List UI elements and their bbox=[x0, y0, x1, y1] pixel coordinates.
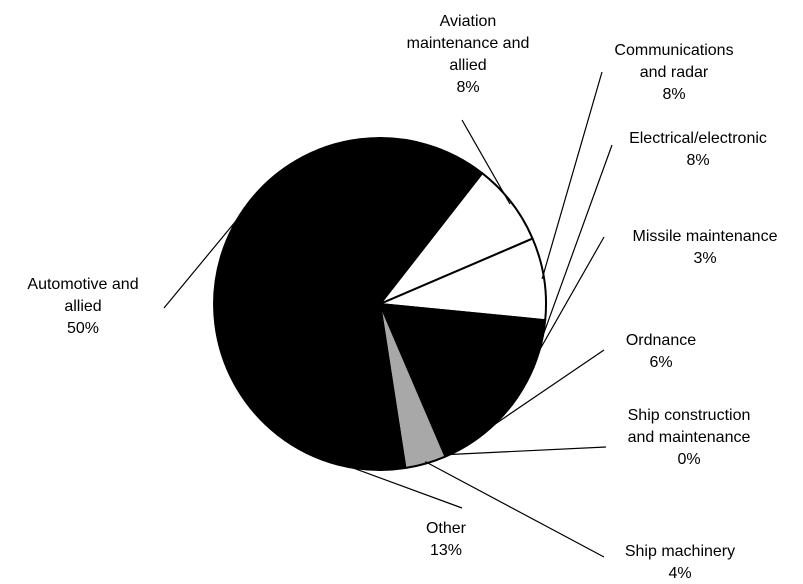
leader-line-communications bbox=[541, 71, 603, 280]
slice-value-automotive: 50% bbox=[67, 320, 99, 337]
slice-label-ordnance: Ordnance 6% bbox=[626, 332, 696, 371]
slice-label-line: Ordnance bbox=[626, 332, 696, 349]
slice-label-line: Communications bbox=[614, 42, 733, 59]
slice-label-line: Electrical/electronic bbox=[629, 130, 767, 147]
slice-label-aviation: Aviation maintenance and allied 8% bbox=[407, 13, 530, 96]
slice-label-line: and maintenance bbox=[628, 429, 751, 446]
slice-label-line: maintenance and bbox=[407, 35, 530, 52]
slice-label-line: Aviation bbox=[440, 13, 497, 30]
slice-label-line: allied bbox=[64, 298, 101, 315]
slice-value-other: 13% bbox=[430, 542, 462, 559]
slice-label-line: Missile maintenance bbox=[633, 228, 778, 245]
slice-value-aviation: 8% bbox=[456, 79, 479, 96]
slice-label-line: and radar bbox=[640, 64, 709, 81]
leader-line-ship-construction bbox=[444, 446, 607, 456]
leader-line-electrical bbox=[533, 144, 613, 361]
slice-label-ship-machinery: Ship machinery 4% bbox=[625, 543, 735, 582]
slice-value-ship-machinery: 4% bbox=[668, 565, 691, 582]
leader-line-missile bbox=[505, 236, 605, 410]
slice-value-ordnance: 6% bbox=[649, 354, 672, 371]
slice-label-line: Other bbox=[426, 520, 467, 537]
pie-slice-other bbox=[276, 303, 407, 471]
slice-value-missile: 3% bbox=[693, 250, 716, 267]
slice-label-automotive: Automotive and allied 50% bbox=[27, 276, 138, 337]
slice-label-line: allied bbox=[449, 57, 486, 74]
slice-labels: Aviation maintenance and allied 8%Communica… bbox=[27, 13, 777, 582]
slice-label-electrical: Electrical/electronic 8% bbox=[629, 130, 767, 169]
slice-value-electrical: 8% bbox=[686, 152, 709, 169]
pie-slice-automotive bbox=[213, 137, 484, 436]
slice-label-missile: Missile maintenance 3% bbox=[633, 228, 778, 267]
leader-lines bbox=[163, 71, 613, 558]
leader-line-ordnance bbox=[471, 349, 605, 441]
slice-label-ship-construction: Ship construction and maintenance 0% bbox=[628, 407, 751, 468]
slice-value-ship-construction: 0% bbox=[677, 451, 700, 468]
pie-slices bbox=[213, 137, 547, 471]
slice-value-communications: 8% bbox=[662, 86, 685, 103]
leader-line-aviation bbox=[461, 119, 511, 205]
leader-line-automotive bbox=[163, 202, 252, 309]
slice-label-line: Automotive and bbox=[27, 276, 138, 293]
slice-label-line: Ship machinery bbox=[625, 543, 735, 560]
slice-label-communications: Communications and radar 8% bbox=[614, 42, 733, 103]
slice-label-other: Other 13% bbox=[426, 520, 467, 559]
slice-label-line: Ship construction bbox=[628, 407, 751, 424]
leader-line-ship-machinery bbox=[424, 461, 605, 558]
leader-line-other bbox=[338, 462, 463, 509]
